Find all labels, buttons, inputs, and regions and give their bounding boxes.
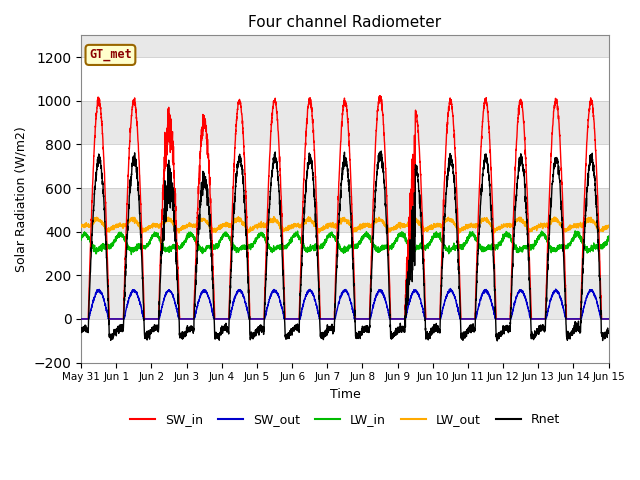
Y-axis label: Solar Radiation (W/m2): Solar Radiation (W/m2) [15,126,28,272]
Rnet [325,326,333,332]
LW_out [325,222,333,228]
Bar [81,57,609,101]
Rnet [493,335,500,340]
Bar [81,144,609,188]
X-axis label: Time: Time [330,388,360,401]
Bar [81,232,609,276]
LW_in [127,252,135,257]
SW_in [172,223,180,229]
LW_in [463,236,471,242]
SW_out [447,286,454,291]
SW_in [434,316,442,322]
Rnet [77,326,85,332]
Rnet [493,338,501,344]
LW_out [463,223,471,229]
LW_out [434,222,442,228]
LW_out [493,227,501,232]
SW_in [376,93,383,99]
LW_out [172,224,180,229]
SW_out [172,302,180,308]
SW_out [493,316,500,322]
LW_out [175,230,183,236]
Rnet [605,328,612,334]
LW_out [270,214,278,219]
SW_in [325,316,333,322]
SW_out [604,316,612,322]
Line: Rnet: Rnet [81,151,609,341]
LW_in [77,235,85,241]
LW_out [604,223,612,229]
LW_in [605,233,612,239]
Legend: SW_in, SW_out, LW_in, LW_out, Rnet: SW_in, SW_out, LW_in, LW_out, Rnet [125,408,565,431]
SW_in [77,316,85,322]
LW_in [572,228,579,234]
Bar [81,319,609,362]
SW_out [463,316,471,322]
SW_in [605,316,612,322]
LW_in [434,231,442,237]
SW_out [605,316,612,322]
LW_out [605,223,612,229]
LW_out [77,224,85,230]
Rnet [604,329,612,335]
SW_out [434,316,442,322]
Title: Four channel Radiometer: Four channel Radiometer [248,15,442,30]
Rnet [378,148,385,154]
SW_in [493,316,500,322]
LW_in [493,245,500,251]
Line: LW_out: LW_out [81,216,609,233]
Line: SW_in: SW_in [81,96,609,319]
SW_in [604,316,612,322]
SW_in [463,316,471,322]
Rnet [463,327,471,333]
LW_in [172,244,180,250]
LW_in [325,231,333,237]
Rnet [434,323,442,328]
SW_out [77,316,85,322]
LW_in [604,237,612,242]
Text: GT_met: GT_met [89,48,132,61]
Line: SW_out: SW_out [81,288,609,319]
SW_out [325,316,333,322]
Rnet [172,258,180,264]
Line: LW_in: LW_in [81,231,609,254]
